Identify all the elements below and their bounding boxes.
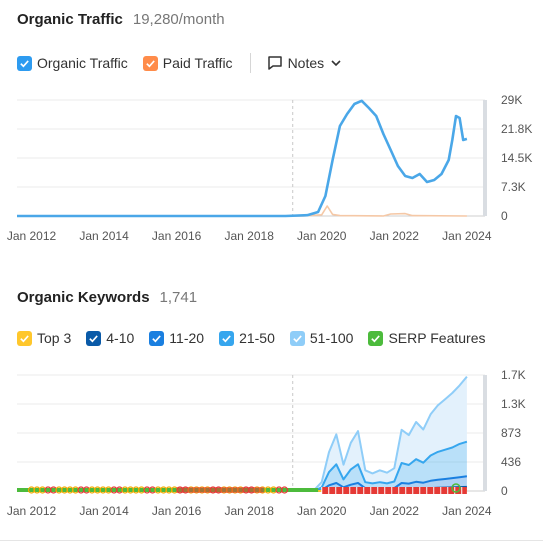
checkbox-icon[interactable] bbox=[17, 330, 32, 346]
organic-traffic-chart[interactable]: 29K 21.8K 14.5K 7.3K 0 Jan 2012 Jan 2014 Jan 20… bbox=[0, 90, 543, 250]
legend-label: SERP Features bbox=[388, 330, 486, 346]
checkbox-icon[interactable] bbox=[219, 330, 235, 346]
checkbox-icon[interactable] bbox=[149, 330, 165, 346]
y-tick-label: 873 bbox=[501, 426, 521, 440]
x-tick-label: Jan 2022 bbox=[370, 504, 420, 518]
x-tick-label: Jan 2020 bbox=[297, 229, 347, 243]
legend-top3[interactable]: Top 3 bbox=[17, 330, 71, 346]
y-tick-label: 0 bbox=[501, 484, 508, 498]
x-tick-label: Jan 2012 bbox=[7, 504, 57, 518]
y-tick-label: 1.7K bbox=[501, 368, 526, 382]
y-tick-label: 29K bbox=[501, 93, 522, 107]
legend-label: 51-100 bbox=[309, 330, 354, 346]
y-tick-label: 14.5K bbox=[501, 151, 532, 165]
bottom-divider bbox=[0, 540, 543, 541]
checkbox-icon[interactable] bbox=[368, 330, 384, 346]
legend-51-100[interactable]: 51-100 bbox=[289, 330, 354, 346]
x-tick-label: Jan 2018 bbox=[224, 504, 274, 518]
legend-paid-traffic[interactable]: Paid Traffic bbox=[142, 55, 233, 71]
serp-features-strip bbox=[17, 488, 319, 492]
y-tick-label: 1.3K bbox=[501, 397, 526, 411]
area-51-100 bbox=[17, 376, 467, 491]
organic-keywords-chart[interactable]: 1.7K 1.3K 873 436 0 Jan 2012 Jan 2014 Jan 2016 J… bbox=[0, 365, 543, 525]
checkbox-icon[interactable] bbox=[86, 330, 102, 346]
series-line-paid-traffic bbox=[17, 205, 467, 217]
checkbox-icon[interactable] bbox=[289, 330, 305, 346]
organic-keywords-title: Organic Keywords 1,741 bbox=[17, 289, 197, 306]
organic-keywords-value: 1,741 bbox=[159, 289, 198, 306]
x-tick-label: Jan 2020 bbox=[297, 504, 347, 518]
traffic-legend: Organic Traffic Paid Traffic Notes bbox=[17, 53, 348, 73]
serp-features-band bbox=[321, 487, 467, 494]
legend-label: Top 3 bbox=[37, 330, 72, 346]
legend-organic-traffic[interactable]: Organic Traffic bbox=[17, 55, 128, 71]
line-21-50 bbox=[17, 440, 468, 492]
legend-21-50[interactable]: 21-50 bbox=[219, 330, 275, 346]
y-tick-label: 436 bbox=[501, 455, 521, 469]
serp-features-band bbox=[176, 487, 264, 493]
y-tick-label: 7.3K bbox=[501, 180, 526, 194]
organic-keywords-title-label: Organic Keywords bbox=[17, 289, 150, 306]
x-tick-label: Jan 2024 bbox=[442, 229, 492, 243]
x-tick-label: Jan 2022 bbox=[370, 229, 420, 243]
notes-dropdown[interactable]: Notes bbox=[267, 55, 349, 71]
y-tick-label: 0 bbox=[501, 209, 508, 223]
range-handle bbox=[483, 100, 487, 216]
serp-marker bbox=[280, 486, 289, 494]
x-tick-label: Jan 2016 bbox=[152, 504, 202, 518]
line-51-100 bbox=[17, 375, 468, 492]
organic-traffic-value: 19,280/month bbox=[132, 11, 225, 28]
checkbox-icon[interactable] bbox=[17, 55, 32, 71]
legend-label: Paid Traffic bbox=[162, 55, 233, 71]
legend-label: Organic Traffic bbox=[37, 55, 128, 71]
keywords-legend: Top 3 4-10 11-20 21-50 51-100 SERP Featu… bbox=[17, 330, 485, 346]
legend-label: 4-10 bbox=[106, 330, 135, 346]
y-tick-label: 21.8K bbox=[501, 122, 532, 136]
x-tick-label: Jan 2014 bbox=[79, 504, 129, 518]
chevron-down-icon bbox=[331, 60, 341, 67]
x-tick-label: Jan 2016 bbox=[152, 229, 202, 243]
note-icon bbox=[267, 56, 282, 70]
x-tick-label: Jan 2018 bbox=[224, 229, 274, 243]
checkbox-icon[interactable] bbox=[142, 55, 158, 71]
legend-label: 11-20 bbox=[169, 330, 205, 346]
legend-serp-features[interactable]: SERP Features bbox=[368, 330, 485, 346]
x-tick-label: Jan 2014 bbox=[79, 229, 129, 243]
x-tick-label: Jan 2024 bbox=[442, 504, 492, 518]
range-handle bbox=[483, 375, 487, 491]
organic-traffic-title-label: Organic Traffic bbox=[17, 11, 123, 28]
legend-label: 21-50 bbox=[239, 330, 275, 346]
legend-11-20[interactable]: 11-20 bbox=[149, 330, 204, 346]
x-tick-label: Jan 2012 bbox=[7, 229, 57, 243]
legend-divider bbox=[249, 53, 251, 73]
notes-label: Notes bbox=[287, 55, 325, 71]
organic-traffic-title: Organic Traffic 19,280/month bbox=[17, 11, 225, 28]
serp-marker bbox=[451, 483, 461, 493]
area-21-50 bbox=[17, 441, 467, 491]
legend-4-10[interactable]: 4-10 bbox=[86, 330, 134, 346]
series-line-organic-traffic bbox=[17, 99, 468, 218]
